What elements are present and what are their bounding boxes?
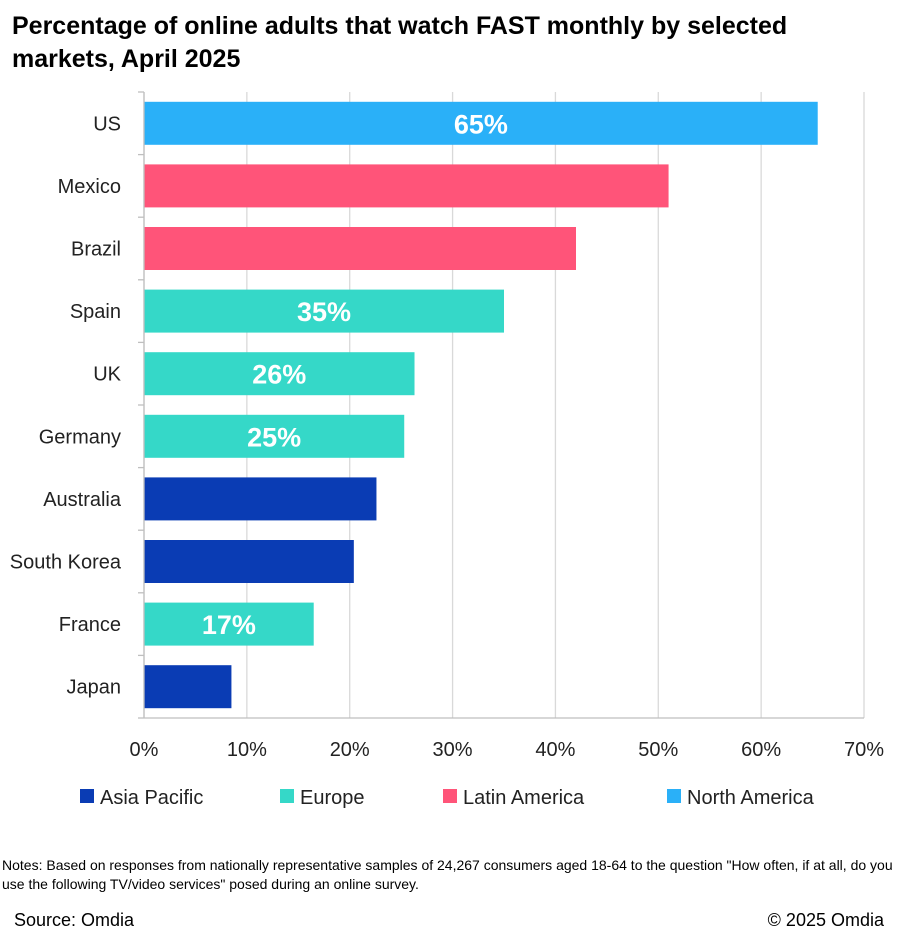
x-tick-label: 10% [227,739,267,761]
data-label: 25% [247,422,301,452]
bar-mexico [144,164,669,208]
x-tick-label: 20% [330,739,370,761]
x-tick-label: 30% [433,739,473,761]
legend-swatch-north-america [667,789,681,803]
legend-swatch-asia-pacific [80,789,94,803]
category-label: Japan [67,677,122,699]
category-label: Spain [70,301,121,323]
legend-label-asia-pacific: Asia Pacific [100,787,203,809]
x-tick-label: 50% [638,739,678,761]
legend-swatch-europe [280,789,294,803]
bar-chart: 65% 35% 26% 25% 17% 0% 10% 20% 30% 40% 50% 60% 70% U… [10,91,884,809]
legend-label-europe: Europe [300,787,365,809]
bar-south-korea [144,540,354,583]
data-label: 35% [297,297,351,327]
category-label: Mexico [58,176,121,198]
legend: Asia Pacific Europe Latin America North Ame… [80,787,815,809]
legend-label-north-america: North America [687,787,815,809]
category-label: France [59,614,121,636]
x-tick-label: 70% [844,739,884,761]
chart-notes: Notes: Based on responses from nationall… [2,857,893,892]
data-label: 65% [454,109,508,139]
category-label: Brazil [71,239,121,261]
bar-france [144,602,314,646]
bar-australia [144,477,377,521]
category-label: US [93,113,121,135]
category-label: UK [93,364,121,386]
x-tick-label: 60% [741,739,781,761]
bar-spain [144,289,504,333]
axes: 0% 10% 20% 30% 40% 50% 60% 70% US Mexico Brazil Spa… [10,91,884,761]
category-label: South Korea [10,552,122,574]
bar-us [144,101,818,145]
data-label: 17% [202,610,256,640]
x-tick-label: 0% [130,739,159,761]
copyright-text: © 2025 Omdia [767,910,884,930]
bars: 65% 35% 26% 25% 17% [144,101,818,709]
bar-brazil [144,227,576,270]
legend-swatch-latin-america [443,789,457,803]
category-label: Germany [39,426,121,448]
x-tick-label: 40% [535,739,575,761]
chart-title: Percentage of online adults that watch F… [12,12,788,73]
category-label: Australia [43,489,122,511]
bar-japan [144,665,232,709]
data-label: 26% [252,360,306,390]
source-text: Source: Omdia [14,910,135,930]
bar-germany [144,414,405,458]
legend-label-latin-america: Latin America [463,787,585,809]
bar-uk [144,352,415,396]
